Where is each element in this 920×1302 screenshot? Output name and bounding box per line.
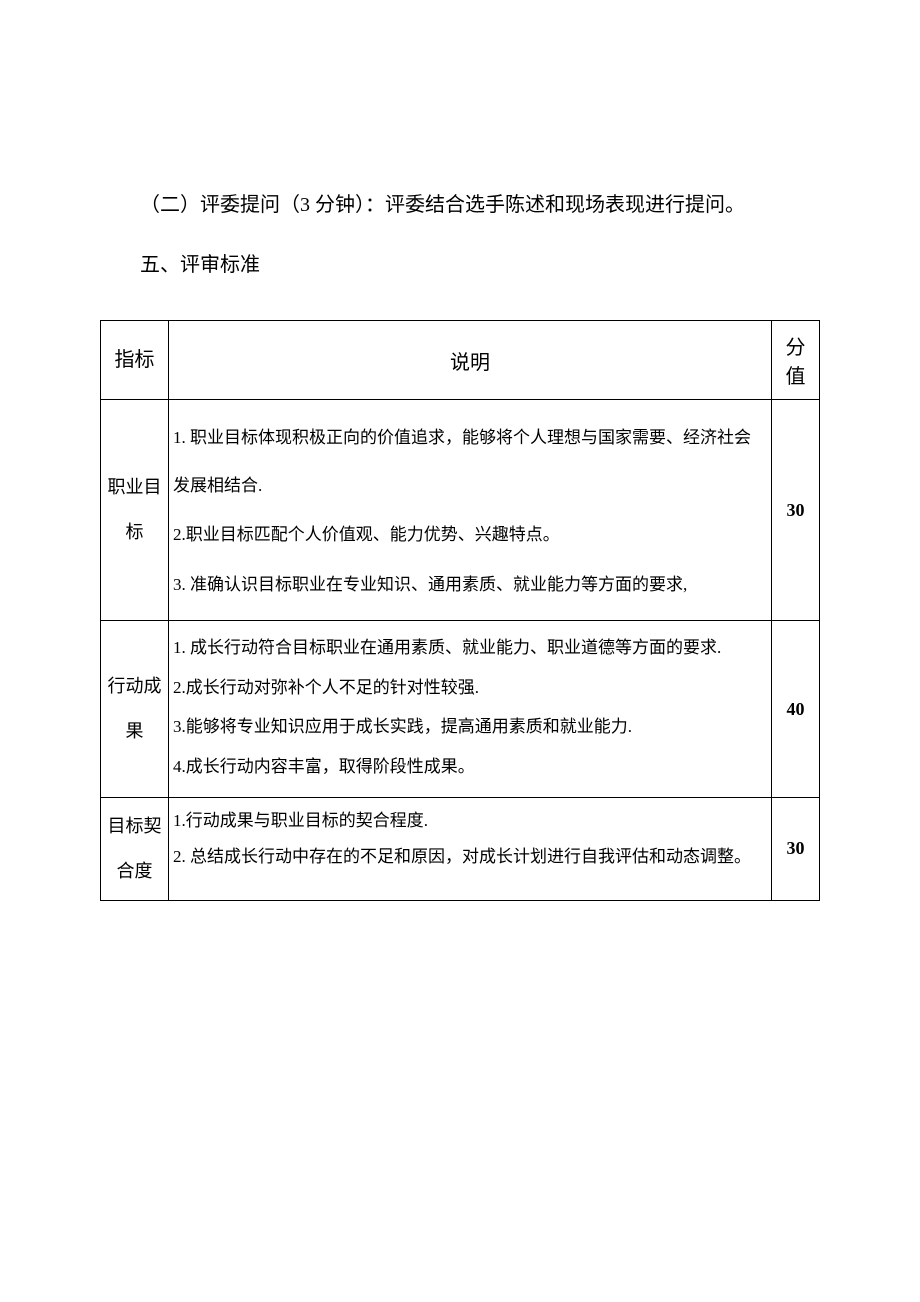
cell-indicator: 行动成果 [101, 621, 169, 798]
rubric-table: 指标 说明 分值 职业目标 1. 职业目标体现积极正向的价值追求，能够将个人理想… [100, 320, 820, 901]
cell-description: 1. 职业目标体现积极正向的价值追求，能够将个人理想与国家需要、经济社会发展相结… [169, 400, 772, 621]
table-header-row: 指标 说明 分值 [101, 321, 820, 400]
cell-indicator: 目标契合度 [101, 797, 169, 900]
cell-description: 1. 成长行动符合目标职业在通用素质、就业能力、职业道德等方面的要求. 2.成长… [169, 621, 772, 798]
cell-description: 1.行动成果与职业目标的契合程度. 2. 总结成长行动中存在的不足和原因，对成长… [169, 797, 772, 900]
desc-item: 2.职业目标匹配个人价值观、能力优势、兴趣特点。 [173, 511, 767, 559]
intro-paragraph: （二）评委提问（3 分钟）：评委结合选手陈述和现场表现进行提问。 [100, 180, 820, 230]
cell-score: 40 [772, 621, 820, 798]
intro-body: 评委结合选手陈述和现场表现进行提问。 [385, 194, 745, 216]
table-row: 行动成果 1. 成长行动符合目标职业在通用素质、就业能力、职业道德等方面的要求.… [101, 621, 820, 798]
desc-item: 3. 准确认识目标职业在专业知识、通用素质、就业能力等方面的要求, [173, 561, 767, 609]
cell-score: 30 [772, 400, 820, 621]
intro-prefix: （二）评委提问（3 分钟）： [140, 194, 385, 216]
cell-indicator: 职业目标 [101, 400, 169, 621]
desc-item: 1. 成长行动符合目标职业在通用素质、就业能力、职业道德等方面的要求. [173, 629, 767, 666]
desc-item: 1. 职业目标体现积极正向的价值追求，能够将个人理想与国家需要、经济社会发展相结… [173, 414, 767, 509]
header-indicator: 指标 [101, 321, 169, 400]
desc-item: 4.成长行动内容丰富，取得阶段性成果。 [173, 748, 767, 785]
table-row: 目标契合度 1.行动成果与职业目标的契合程度. 2. 总结成长行动中存在的不足和… [101, 797, 820, 900]
section-heading: 五、评审标准 [100, 240, 820, 290]
header-description: 说明 [169, 321, 772, 400]
desc-item: 3.能够将专业知识应用于成长实践，提高通用素质和就业能力. [173, 708, 767, 745]
desc-item: 2.成长行动对弥补个人不足的针对性较强. [173, 669, 767, 706]
header-score: 分值 [772, 321, 820, 400]
cell-score: 30 [772, 797, 820, 900]
desc-item: 1.行动成果与职业目标的契合程度. [173, 804, 767, 838]
table-body: 职业目标 1. 职业目标体现积极正向的价值追求，能够将个人理想与国家需要、经济社… [101, 400, 820, 901]
table-row: 职业目标 1. 职业目标体现积极正向的价值追求，能够将个人理想与国家需要、经济社… [101, 400, 820, 621]
desc-item: 2. 总结成长行动中存在的不足和原因，对成长计划进行自我评估和动态调整。 [173, 840, 767, 874]
